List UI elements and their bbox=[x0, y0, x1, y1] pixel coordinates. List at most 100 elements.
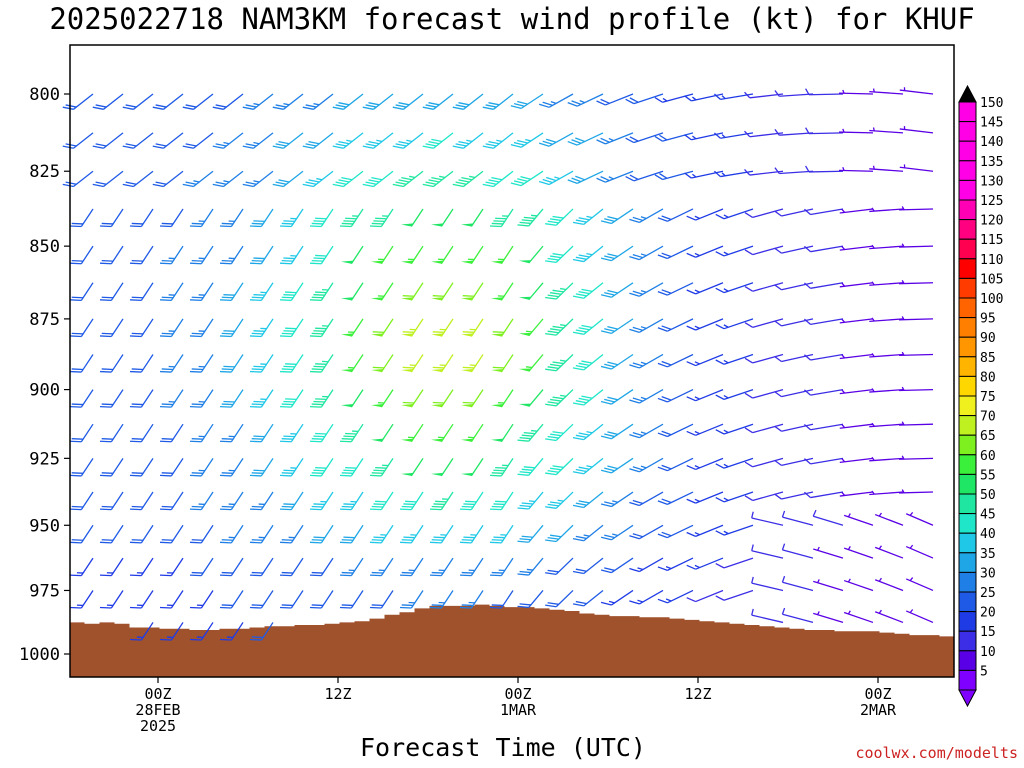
wind-barb bbox=[189, 491, 214, 511]
wind-barb bbox=[69, 457, 94, 477]
wind-barb bbox=[69, 389, 94, 408]
wind-barb bbox=[654, 132, 694, 142]
colorbar-swatch bbox=[958, 199, 977, 221]
x-tick-label: 12Z bbox=[684, 685, 711, 703]
wind-barb bbox=[774, 457, 814, 466]
wind-barb bbox=[517, 208, 544, 227]
wind-barb bbox=[129, 423, 154, 443]
wind-barb bbox=[452, 170, 484, 188]
wind-barb bbox=[99, 245, 124, 265]
wind-barb bbox=[219, 524, 244, 544]
colorbar-label: 40 bbox=[980, 527, 996, 542]
wind-barb bbox=[491, 245, 514, 265]
wind-barb bbox=[69, 208, 94, 228]
colorbar-swatch bbox=[958, 473, 977, 495]
wind-barb bbox=[369, 524, 394, 544]
wind-barb bbox=[459, 491, 484, 511]
wind-barb bbox=[684, 132, 724, 141]
wind-barb bbox=[657, 423, 694, 438]
wind-barb bbox=[189, 389, 214, 408]
wind-barb bbox=[596, 132, 634, 145]
colorbar-label: 30 bbox=[980, 566, 996, 581]
wind-barb bbox=[545, 354, 574, 372]
wind-barb bbox=[212, 132, 244, 149]
wind-barb bbox=[905, 544, 934, 559]
wind-barb bbox=[600, 524, 634, 541]
wind-barb bbox=[686, 457, 724, 471]
wind-barb bbox=[489, 457, 514, 477]
wind-barb bbox=[744, 318, 784, 328]
wind-barb bbox=[249, 318, 274, 338]
colorbar-swatch bbox=[958, 356, 977, 377]
wind-barb bbox=[774, 388, 814, 398]
wind-barb bbox=[715, 589, 754, 601]
colorbar-swatch bbox=[958, 160, 977, 181]
wind-barb bbox=[461, 318, 484, 337]
colorbar-label: 120 bbox=[980, 214, 1003, 229]
wind-barb bbox=[309, 282, 334, 302]
wind-barb bbox=[279, 282, 304, 302]
wind-barb bbox=[369, 457, 394, 477]
colorbar-swatch bbox=[958, 571, 977, 593]
wind-barb bbox=[545, 423, 574, 442]
wind-barb bbox=[686, 589, 724, 603]
wind-barb bbox=[600, 423, 634, 440]
wind-barb bbox=[657, 491, 694, 505]
wind-barb bbox=[751, 511, 784, 526]
colorbar-swatch bbox=[958, 297, 977, 319]
wind-barb bbox=[774, 353, 814, 363]
wind-barb bbox=[279, 491, 304, 511]
colorbar-label: 25 bbox=[980, 586, 996, 601]
wind-barb bbox=[899, 351, 934, 357]
wind-barb bbox=[401, 282, 424, 301]
colorbar-label: 65 bbox=[980, 429, 996, 444]
wind-barb bbox=[572, 318, 604, 335]
wind-barb bbox=[219, 389, 244, 408]
wind-barb bbox=[152, 93, 184, 110]
wind-barb bbox=[686, 318, 724, 331]
wind-barb bbox=[869, 456, 904, 462]
wind-barb bbox=[182, 170, 214, 188]
colorbar-bottom-arrow bbox=[958, 689, 977, 708]
colorbar-label: 45 bbox=[980, 508, 996, 523]
wind-barb bbox=[774, 318, 814, 327]
wind-barb bbox=[461, 245, 484, 265]
wind-barb bbox=[774, 245, 814, 254]
wind-barb bbox=[401, 354, 424, 373]
wind-barb bbox=[905, 511, 934, 526]
colorbar-swatch bbox=[958, 611, 977, 632]
colorbar-label: 105 bbox=[980, 272, 1003, 287]
wind-barb bbox=[249, 423, 274, 443]
wind-barb bbox=[431, 354, 454, 373]
wind-barb bbox=[62, 93, 94, 110]
wind-barb bbox=[774, 128, 814, 136]
wind-barb-layer bbox=[62, 87, 934, 641]
wind-barb bbox=[600, 389, 634, 405]
wind-barb bbox=[629, 318, 664, 333]
wind-barb bbox=[572, 457, 604, 475]
wind-barb bbox=[219, 354, 244, 373]
wind-barb bbox=[62, 132, 94, 149]
wind-barb bbox=[219, 622, 244, 641]
y-tick-label: 825 bbox=[29, 162, 60, 182]
colorbar-swatch bbox=[958, 317, 977, 338]
colorbar-swatch bbox=[958, 101, 977, 123]
wind-barb bbox=[843, 578, 874, 592]
wind-barb bbox=[431, 282, 454, 301]
wind-barb bbox=[219, 557, 244, 577]
wind-barb bbox=[422, 170, 454, 188]
wind-barb bbox=[774, 491, 814, 500]
colorbar-top-arrow bbox=[958, 84, 977, 103]
wind-barb bbox=[189, 282, 214, 302]
credit-link[interactable]: coolwx.com/modelts bbox=[855, 744, 1018, 762]
wind-barb bbox=[629, 524, 664, 540]
wind-barb bbox=[489, 590, 514, 609]
colorbar-label: 115 bbox=[980, 233, 1003, 248]
colorbar-swatch bbox=[958, 395, 977, 417]
wind-barb bbox=[279, 557, 304, 577]
wind-barb bbox=[869, 490, 904, 496]
wind-barb bbox=[249, 491, 274, 511]
wind-barb bbox=[839, 89, 874, 95]
